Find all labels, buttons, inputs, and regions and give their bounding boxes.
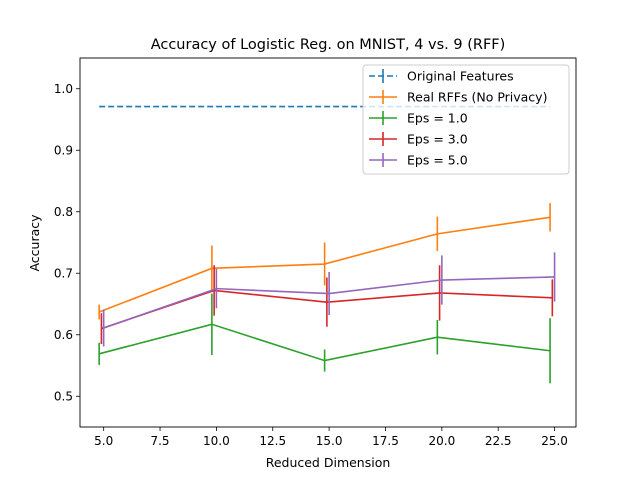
legend-box bbox=[362, 64, 570, 175]
x-tick-label: 22.5 bbox=[485, 434, 512, 448]
x-tick-label: 17.5 bbox=[372, 434, 399, 448]
y-tick-label: 0.7 bbox=[54, 266, 73, 280]
legend-label: Eps = 5.0 bbox=[407, 153, 468, 168]
x-tick-label: 10.0 bbox=[203, 434, 230, 448]
legend-label: Eps = 1.0 bbox=[407, 111, 468, 126]
legend: Original Features Real RFFs (No Privacy) E… bbox=[362, 64, 570, 175]
y-axis-label: Accuracy bbox=[27, 214, 42, 272]
y-tick-label: 0.5 bbox=[54, 389, 73, 403]
x-tick-label: 20.0 bbox=[428, 434, 455, 448]
y-tick-label: 0.9 bbox=[54, 143, 73, 157]
plot-area: 5.0 7.5 10.0 12.5 15.0 17.5 20.0 22.5 25.0 0.5 0.6… bbox=[54, 57, 577, 448]
x-tick-label: 5.0 bbox=[94, 434, 113, 448]
chart-title: Accuracy of Logistic Reg. on MNIST, 4 vs… bbox=[151, 37, 506, 53]
plot-frame bbox=[79, 57, 577, 428]
legend-label: Real RFFs (No Privacy) bbox=[407, 90, 547, 105]
legend-label: Eps = 3.0 bbox=[407, 132, 468, 147]
x-tick-label: 15.0 bbox=[316, 434, 343, 448]
y-tick-label: 1.0 bbox=[54, 82, 73, 96]
y-tick-label: 0.6 bbox=[54, 328, 73, 342]
x-tick-label: 12.5 bbox=[259, 434, 286, 448]
y-tick-label: 0.8 bbox=[54, 205, 73, 219]
x-tick-label: 25.0 bbox=[541, 434, 568, 448]
x-tick-label: 7.5 bbox=[150, 434, 169, 448]
legend-label: Original Features bbox=[407, 69, 514, 84]
x-axis-label: Reduced Dimension bbox=[266, 455, 391, 470]
